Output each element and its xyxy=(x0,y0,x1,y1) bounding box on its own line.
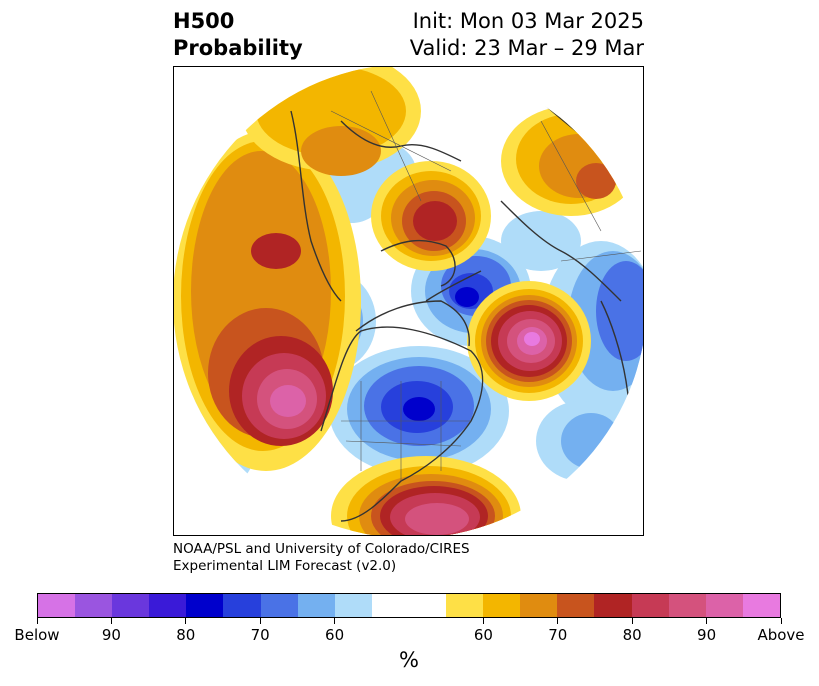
colorbar-tick xyxy=(631,618,633,624)
colorbar-tick xyxy=(780,618,782,624)
colorbar-tick xyxy=(334,618,336,624)
init-date: Init: Mon 03 Mar 2025 xyxy=(412,9,644,33)
colorbar-segment xyxy=(371,594,409,617)
colorbar-tick xyxy=(557,618,559,624)
colorbar-unit: % xyxy=(399,648,419,672)
colorbar xyxy=(37,593,781,618)
colorbar-tick-label: 90 xyxy=(697,626,717,644)
colorbar-tick xyxy=(482,618,484,624)
map-title: H500 Probability xyxy=(173,8,303,62)
colorbar-segment xyxy=(38,594,76,617)
colorbar-tick-label: 80 xyxy=(176,626,196,644)
probability-map xyxy=(174,67,643,535)
colorbar-segment xyxy=(297,594,335,617)
above-normal-anomalies xyxy=(174,67,641,535)
colorbar-tick-label: 60 xyxy=(325,626,345,644)
title-variable: H500 xyxy=(173,9,235,33)
colorbar-segment xyxy=(705,594,743,617)
colorbar-tick-label: Above xyxy=(757,626,805,644)
colorbar-segment xyxy=(668,594,706,617)
colorbar-tick xyxy=(185,618,187,624)
colorbar-tick-label: 60 xyxy=(473,626,493,644)
colorbar-tick xyxy=(706,618,708,624)
colorbar-tick-label: 70 xyxy=(548,626,568,644)
colorbar-segment xyxy=(520,594,558,617)
colorbar-segment xyxy=(631,594,669,617)
map-panel xyxy=(173,66,644,536)
colorbar-segment xyxy=(260,594,298,617)
colorbar-segment xyxy=(186,594,224,617)
credit-line2: Experimental LIM Forecast (v2.0) xyxy=(173,558,397,574)
credit-text: NOAA/PSL and University of Colorado/CIRE… xyxy=(173,541,470,575)
colorbar-segment xyxy=(446,594,484,617)
colorbar-tick xyxy=(36,618,38,624)
colorbar-tick-label: 90 xyxy=(101,626,121,644)
colorbar-segment xyxy=(75,594,113,617)
colorbar-tick xyxy=(259,618,261,624)
colorbar-segment xyxy=(594,594,632,617)
colorbar-segment xyxy=(334,594,372,617)
colorbar-segment xyxy=(408,594,447,617)
colorbar-segment xyxy=(483,594,521,617)
title-quantity: Probability xyxy=(173,36,303,60)
colorbar-segment xyxy=(223,594,261,617)
country-borders xyxy=(330,90,642,481)
colorbar-segment xyxy=(557,594,595,617)
colorbar-segment xyxy=(149,594,187,617)
colorbar-segment xyxy=(112,594,150,617)
colorbar-segment xyxy=(742,594,780,617)
colorbar-tick-label: Below xyxy=(14,626,60,644)
credit-line1: NOAA/PSL and University of Colorado/CIRE… xyxy=(173,541,470,557)
forecast-dates: Init: Mon 03 Mar 2025 Valid: 23 Mar – 29… xyxy=(410,8,644,62)
colorbar-tick-label: 70 xyxy=(250,626,270,644)
valid-range: Valid: 23 Mar – 29 Mar xyxy=(409,36,644,60)
colorbar-tick xyxy=(110,618,112,624)
colorbar-tick-label: 80 xyxy=(622,626,642,644)
